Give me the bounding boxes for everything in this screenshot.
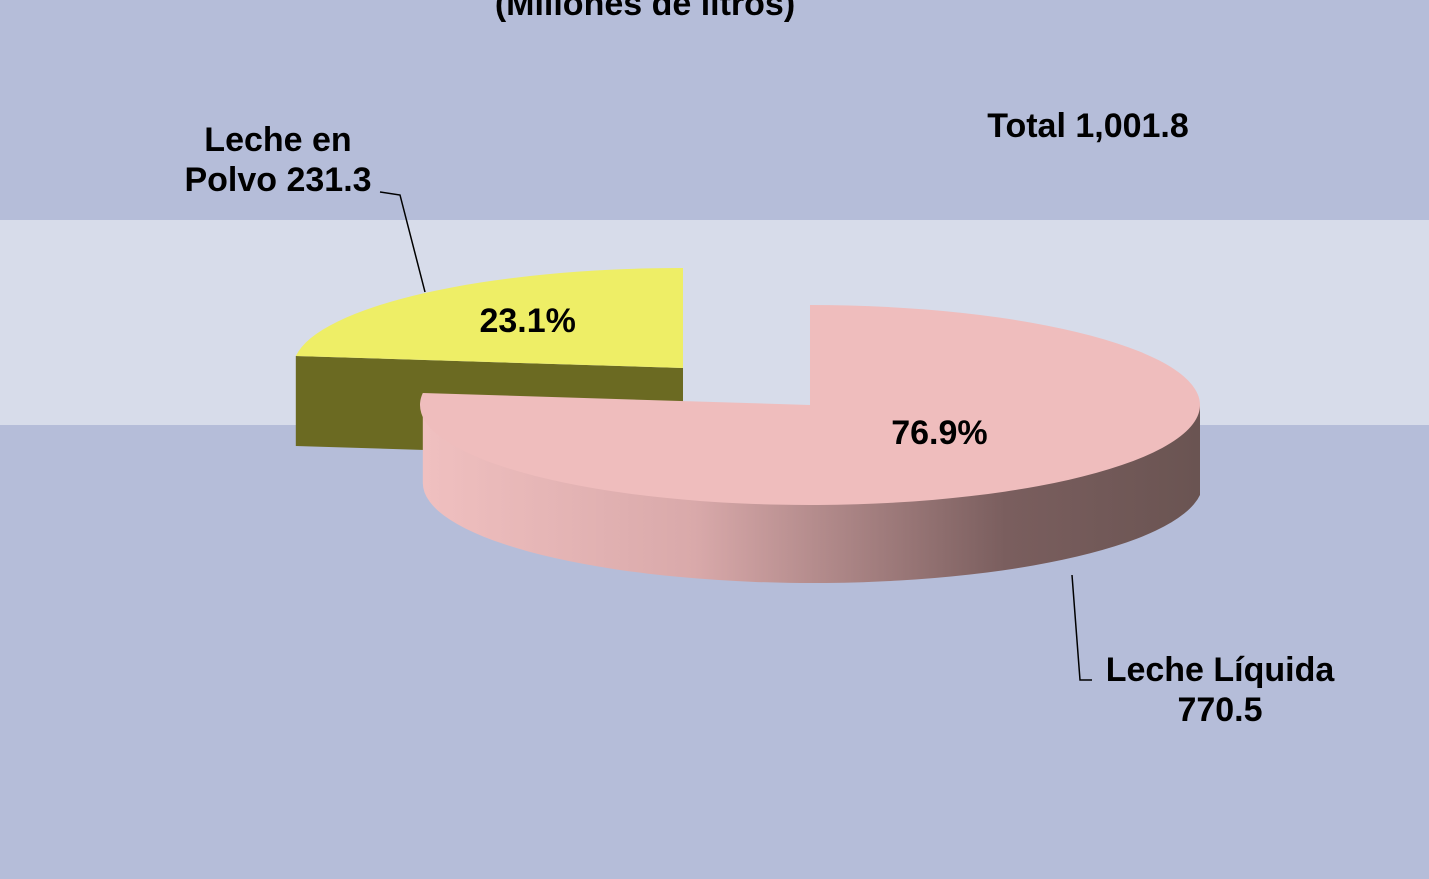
- slice-label: Leche en Polvo 231.3: [160, 120, 396, 200]
- percent-label: 23.1%: [479, 302, 575, 340]
- value: 231.3: [286, 161, 372, 199]
- chart-title: (Millones de litros): [495, 0, 795, 23]
- slice-side: [422, 393, 1200, 584]
- slice-label: Leche Líquida 770.5: [1085, 650, 1355, 730]
- annotation: Total 1,001.8: [987, 107, 1189, 145]
- percent-label: 76.9%: [891, 414, 987, 452]
- leader-line: [379, 191, 426, 293]
- leader-line: [1071, 574, 1092, 681]
- category: Leche Líquida: [1105, 651, 1335, 689]
- slice: [295, 268, 683, 368]
- value: 770.5: [1177, 691, 1263, 729]
- slice: [419, 305, 1201, 506]
- band: [0, 220, 1429, 425]
- category: Leche en Polvo: [184, 121, 352, 199]
